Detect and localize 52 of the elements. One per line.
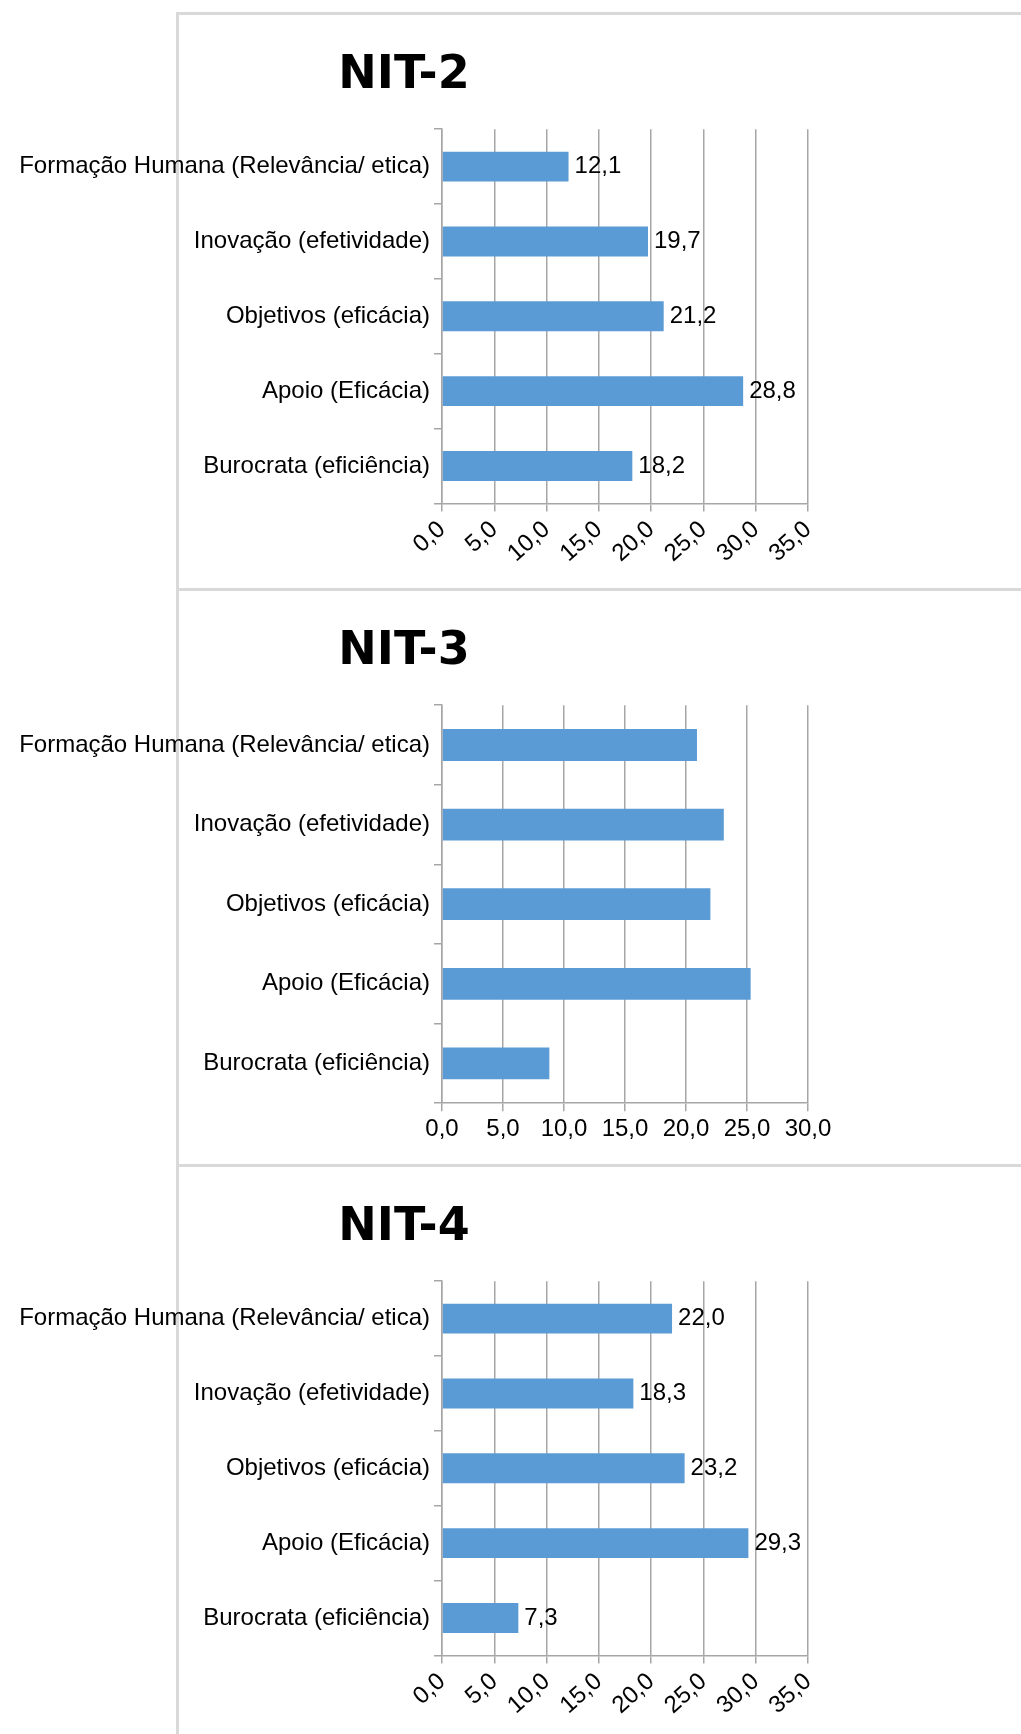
data-label: 18,3 xyxy=(639,1378,687,1406)
x-tick-label: 5,0 xyxy=(486,1114,520,1142)
data-label: 18,2 xyxy=(638,450,686,478)
y-tick-label: Formação Humana (Relevância/ etica) xyxy=(19,1303,430,1331)
x-tick-label: 10,0 xyxy=(501,514,555,566)
x-tick-label: 5,0 xyxy=(459,514,503,558)
data-label: 29,3 xyxy=(754,1527,802,1555)
y-tick-label: Burocrata (eficiência) xyxy=(203,450,430,478)
data-label: 7,3 xyxy=(524,1602,558,1630)
y-tick-label: Objetivos (eficácia) xyxy=(225,888,430,916)
x-tick-label: 25,0 xyxy=(723,1114,771,1142)
data-label: 19,7 xyxy=(654,226,701,254)
y-tick-label: Apoio (Eficácia) xyxy=(261,1527,430,1555)
x-tick-label: 35,0 xyxy=(762,514,816,566)
x-tick-label: 0,0 xyxy=(406,1666,450,1710)
x-tick-label: 0,0 xyxy=(406,514,450,558)
x-tick-label: 30,0 xyxy=(784,1114,832,1142)
y-tick-label: Formação Humana (Relevância/ etica) xyxy=(19,729,430,757)
x-tick-label: 30,0 xyxy=(710,514,764,566)
y-tick-label: Apoio (Eficácia) xyxy=(261,375,430,403)
data-label: 23,2 xyxy=(690,1452,738,1480)
data-label: 28,8 xyxy=(749,375,796,403)
y-tick-label: Inovação (efetividade) xyxy=(193,809,430,837)
bar xyxy=(442,729,697,761)
data-label: 21,2 xyxy=(669,300,717,328)
chart-title: NIT-3 xyxy=(338,620,470,675)
x-tick-label: 15,0 xyxy=(553,514,607,566)
chart-title: NIT-4 xyxy=(338,1196,470,1251)
y-tick-label: Objetivos (eficácia) xyxy=(225,1452,430,1480)
bar xyxy=(442,967,751,1000)
data-label: 22,0 xyxy=(678,1303,725,1331)
y-tick-label: Objetivos (eficácia) xyxy=(225,300,430,328)
bar xyxy=(442,808,724,841)
y-tick-label: Burocrata (eficiência) xyxy=(203,1602,430,1630)
data-label: 12,1 xyxy=(574,151,622,179)
bar xyxy=(442,1047,550,1080)
y-tick-label: Inovação (efetividade) xyxy=(193,1378,430,1406)
y-tick-label: Burocrata (eficiência) xyxy=(203,1048,430,1076)
bar xyxy=(442,888,711,921)
chart-title: NIT-2 xyxy=(338,44,470,99)
y-tick-label: Apoio (Eficácia) xyxy=(261,968,430,996)
x-tick-label: 35,0 xyxy=(762,1666,816,1718)
x-tick-label: 10,0 xyxy=(501,1666,555,1718)
y-tick-label: Formação Humana (Relevância/ etica) xyxy=(19,151,430,179)
x-tick-label: 15,0 xyxy=(601,1114,649,1142)
x-tick-label: 15,0 xyxy=(553,1666,607,1718)
x-tick-label: 10,0 xyxy=(540,1114,588,1142)
x-tick-label: 0,0 xyxy=(425,1114,459,1142)
x-tick-label: 5,0 xyxy=(459,1666,503,1710)
x-tick-label: 20,0 xyxy=(662,1114,710,1142)
x-tick-label: 30,0 xyxy=(710,1666,764,1718)
y-tick-label: Inovação (efetividade) xyxy=(193,226,430,254)
